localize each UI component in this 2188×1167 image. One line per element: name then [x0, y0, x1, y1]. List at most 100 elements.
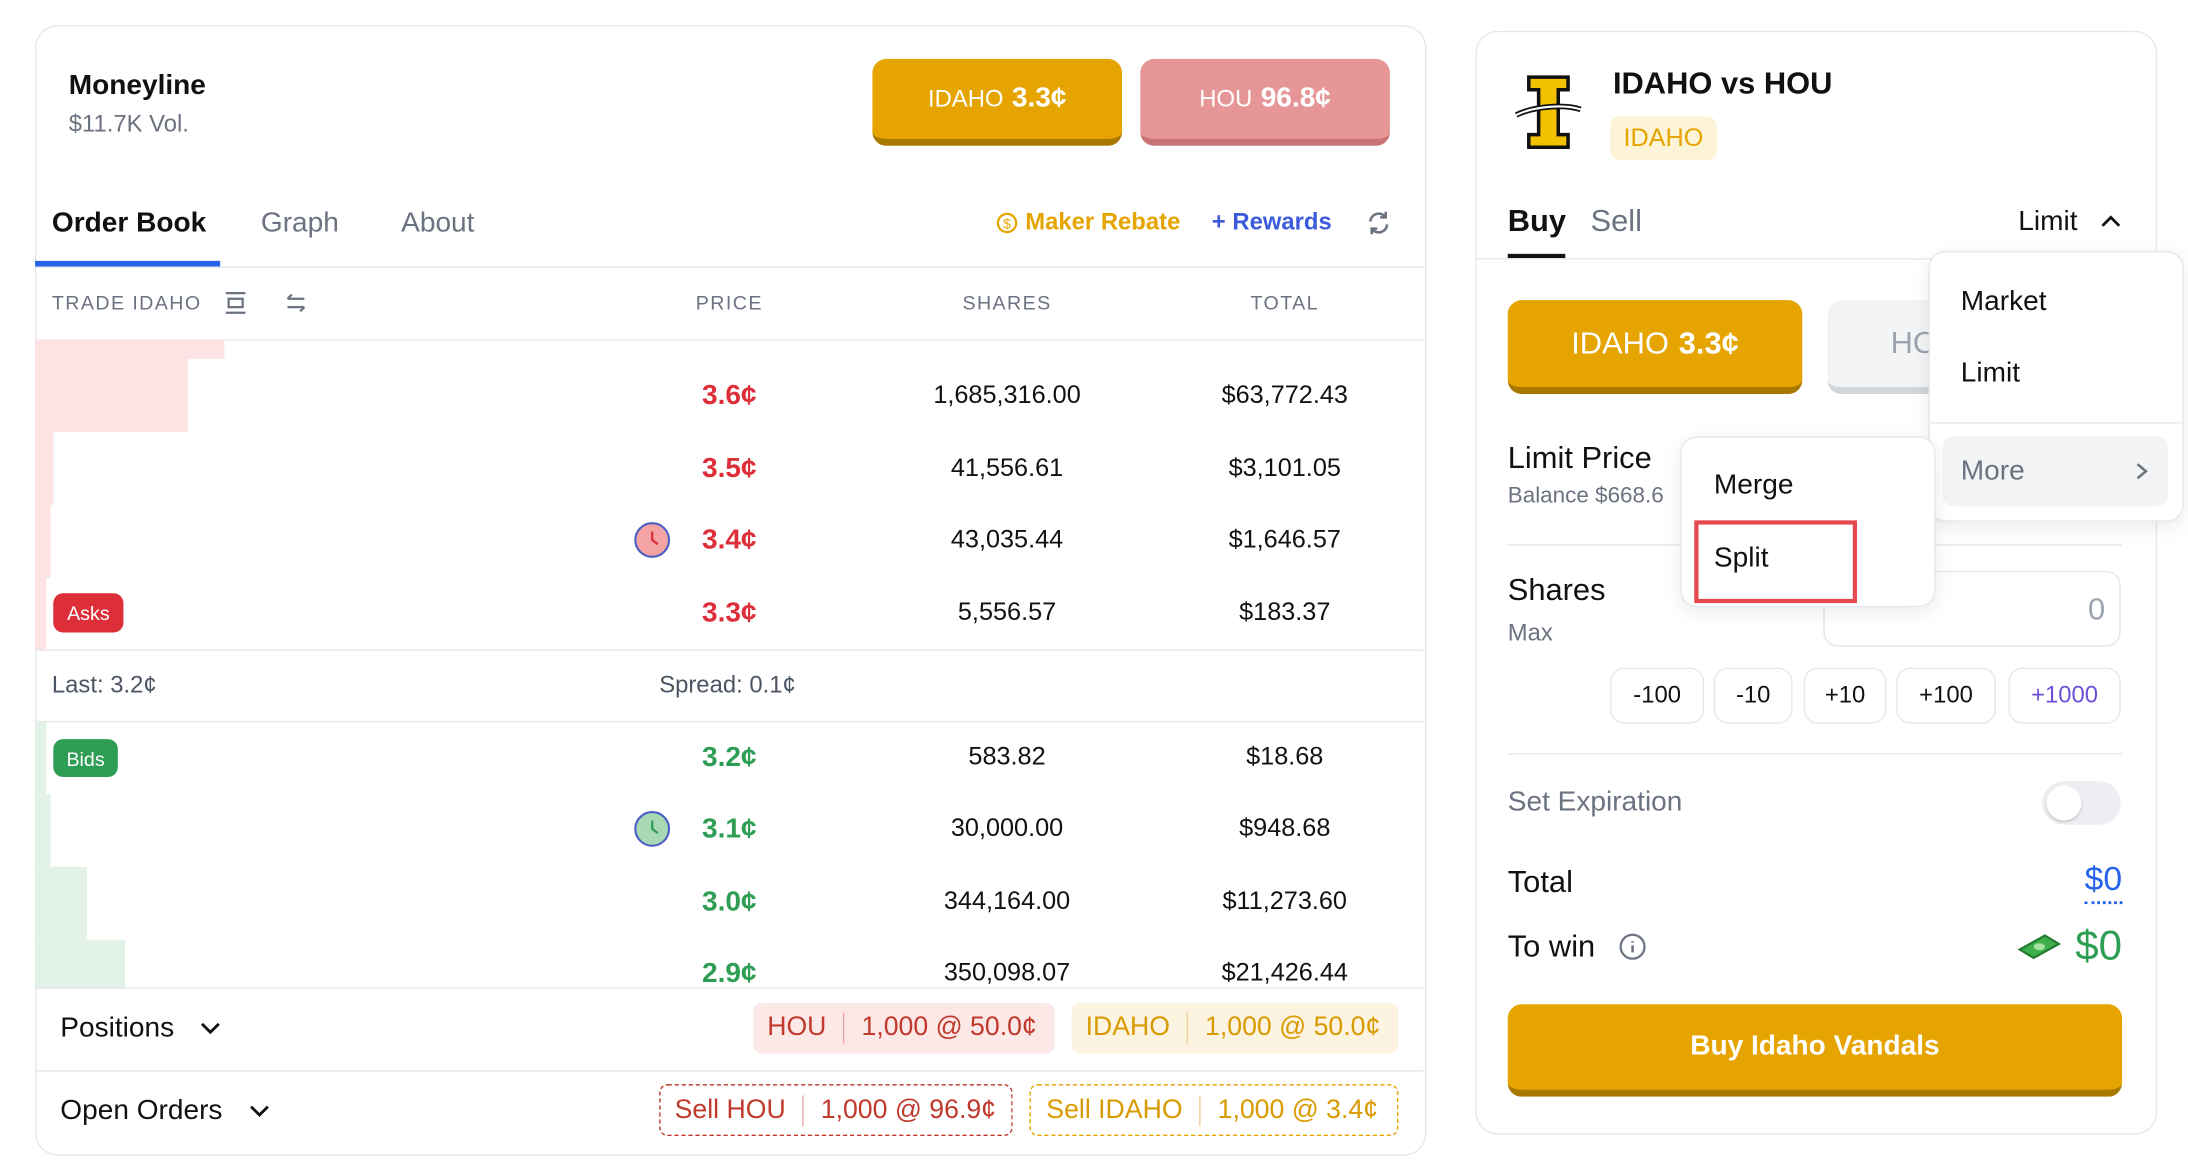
hou-button[interactable]: HOU 96.8¢ [1140, 58, 1390, 146]
ticket-tag: IDAHO [1610, 116, 1717, 160]
divider [35, 649, 1424, 651]
chip-separator [1199, 1094, 1201, 1126]
bid-price[interactable]: 3.2¢ [702, 741, 757, 773]
expiration-toggle[interactable] [2042, 781, 2121, 825]
depth-bar [35, 339, 225, 360]
menu-item-label: More [1960, 455, 2025, 487]
bid-shares: 350,098.07 [943, 958, 1071, 987]
order-detail: 1,000 @ 3.4¢ [1217, 1094, 1379, 1125]
chevron-right [2136, 463, 2148, 480]
outcome-price: 3.3¢ [1678, 325, 1739, 361]
bid-price[interactable]: 2.9¢ [702, 957, 757, 988]
tab[interactable]: Order Book [51, 207, 207, 239]
chevron-down[interactable] [199, 1018, 221, 1038]
increment-button[interactable]: +10 [1803, 667, 1887, 724]
maker-rebate-link[interactable]: Maker Rebate [1025, 208, 1181, 236]
ask-total: $183.37 [1239, 597, 1331, 626]
button-price: 96.8¢ [1260, 82, 1331, 114]
to-win-value: $0 [2075, 922, 2123, 970]
limit-price-label: Limit Price [1507, 440, 1652, 476]
position-detail: 1,000 @ 50.0¢ [1205, 1012, 1381, 1043]
menu-item[interactable]: Limit [1960, 357, 2021, 389]
total-label: Total [1507, 863, 1573, 899]
divider [35, 720, 1424, 723]
ask-price[interactable]: 3.3¢ [702, 597, 757, 629]
position-side: IDAHO [1085, 1012, 1170, 1043]
divider [35, 987, 1424, 989]
idaho-button[interactable]: IDAHO 3.3¢ [872, 58, 1123, 146]
layout-icon[interactable] [223, 290, 248, 315]
ask-shares: 1,685,316.00 [933, 380, 1081, 409]
bid-price[interactable]: 3.1¢ [702, 813, 757, 845]
max-link[interactable]: Max [1507, 619, 1553, 647]
chip-separator [1186, 1012, 1189, 1044]
rebate-icon: $ [996, 212, 1018, 234]
column-header: SHARES [962, 291, 1052, 314]
depth-bar [35, 504, 51, 578]
order-chip[interactable]: Sell HOU 1,000 @ 96.9¢ [659, 1084, 1013, 1137]
order-detail: 1,000 @ 96.9¢ [820, 1094, 997, 1125]
shares-input[interactable]: 0 [1823, 570, 2121, 647]
order-chip[interactable]: Sell IDAHO 1,000 @ 3.4¢ [1029, 1084, 1399, 1137]
divider [35, 1070, 1424, 1072]
position-chip[interactable]: HOU 1,000 @ 50.0¢ [753, 1002, 1055, 1054]
ask-price[interactable]: 3.4¢ [702, 524, 757, 556]
total-value: $0 [2084, 861, 2123, 904]
menu-item[interactable]: Market [1960, 286, 2047, 317]
order-type-menu: Market Limit More [1928, 251, 2184, 522]
svg-text:$: $ [1003, 216, 1011, 232]
outcome-button[interactable]: IDAHO 3.3¢ [1507, 300, 1803, 395]
swap-icon[interactable] [283, 290, 308, 315]
chip-separator [843, 1012, 845, 1044]
bid-total: $11,273.60 [1222, 886, 1347, 915]
clipped-row: 2.9¢ 350,098.07 $21,426.44 [36, 954, 1422, 988]
button-price: 3.3¢ [1011, 82, 1067, 114]
ask-price[interactable]: 3.5¢ [702, 453, 757, 484]
positions-label[interactable]: Positions [60, 1012, 175, 1044]
submit-button[interactable]: Buy Idaho Vandals [1507, 1004, 2123, 1097]
chevron-down[interactable] [248, 1101, 270, 1121]
divider [1507, 753, 2123, 755]
clock-icon [634, 811, 671, 847]
ask-shares: 5,556.57 [957, 597, 1057, 626]
increment-button[interactable]: +1000 [2008, 667, 2121, 724]
sell-tab[interactable]: Sell [1590, 203, 1642, 239]
team-logo [1514, 75, 1582, 150]
rewards-link[interactable]: + Rewards [1211, 208, 1332, 236]
bid-price[interactable]: 3.0¢ [702, 886, 757, 918]
increment-button[interactable]: +100 [1896, 667, 1996, 724]
divider [1929, 422, 2183, 424]
open-orders-label[interactable]: Open Orders [60, 1095, 223, 1127]
ask-price[interactable]: 3.6¢ [702, 380, 757, 411]
refresh-icon[interactable] [1365, 209, 1393, 237]
order-type-toggle[interactable]: Limit [2018, 206, 2078, 238]
clock-icon [634, 522, 671, 558]
increment-button[interactable]: -10 [1713, 667, 1793, 724]
order-side: Sell HOU [674, 1094, 786, 1125]
menu-item[interactable]: Split [1713, 542, 1769, 574]
divider [35, 339, 1424, 341]
position-side: HOU [767, 1012, 827, 1043]
market-card [35, 25, 1427, 1156]
column-header: TRADE IDAHO [51, 291, 202, 314]
ask-total: $1,646.57 [1228, 524, 1341, 553]
position-chip[interactable]: IDAHO 1,000 @ 50.0¢ [1071, 1002, 1399, 1054]
column-header: PRICE [695, 291, 763, 314]
button-label: HOU [1199, 84, 1253, 112]
chevron-up[interactable] [2100, 212, 2122, 232]
market-title: Moneyline [68, 70, 206, 101]
ask-total: $3,101.05 [1228, 453, 1341, 482]
chip-separator [802, 1094, 804, 1126]
bids-badge: Bids [53, 739, 118, 778]
info-icon[interactable] [1619, 933, 1647, 961]
menu-item[interactable]: Merge [1713, 469, 1794, 501]
menu-item-more[interactable]: More [1942, 436, 2169, 507]
increment-button[interactable]: -100 [1610, 667, 1705, 724]
tab[interactable]: Graph [260, 207, 339, 239]
tab[interactable]: About [401, 207, 475, 239]
tab-underline [35, 260, 221, 267]
depth-bar [35, 939, 125, 988]
toggle-knob [2046, 785, 2082, 821]
depth-bar [35, 793, 51, 867]
buy-tab[interactable]: Buy [1507, 203, 1567, 239]
